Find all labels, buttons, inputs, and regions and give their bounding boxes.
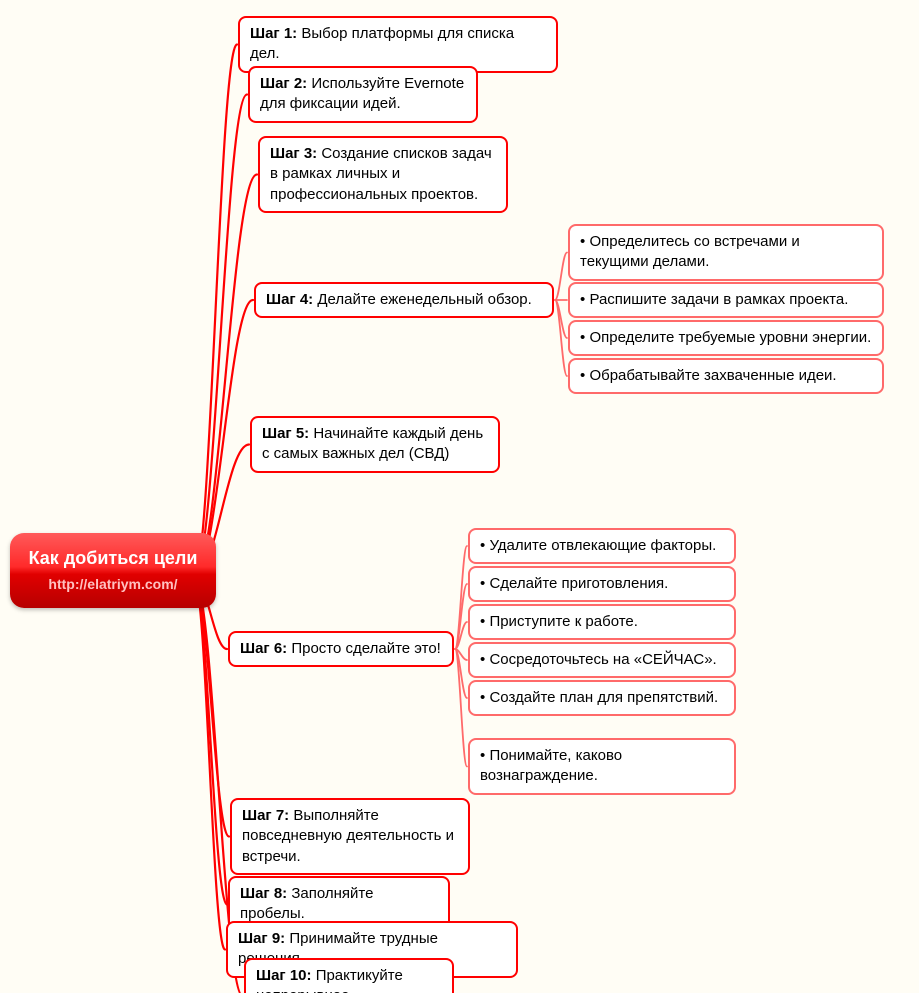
root-node: Как добиться цели http://elatriym.com/ [10,533,216,608]
step-node-10: Шаг 10: Практикуйте непрерывное совершен… [244,958,454,993]
step-label: Шаг 5: [262,425,309,442]
step-label: Шаг 3: [270,145,317,162]
step-node-3: Шаг 3: Создание списков задач в рамках л… [258,136,508,213]
step-label: Шаг 10: [256,967,312,984]
sub-node-6-1: • Сделайте приготовления. [468,566,736,602]
sub-bullet: • [580,367,585,384]
sub-text: Сосредоточьтесь на «СЕЙЧАС». [489,651,716,668]
step-node-7: Шаг 7: Выполняйте повседневную деятельно… [230,798,470,875]
step-label: Шаг 4: [266,291,313,308]
sub-text: Распишите задачи в рамках проекта. [589,291,848,308]
sub-bullet: • [580,329,585,346]
sub-node-4-2: • Определите требуемые уровни энергии. [568,320,884,356]
sub-bullet: • [480,575,485,592]
step-node-1: Шаг 1: Выбор платформы для списка дел. [238,16,558,73]
sub-text: Определитесь со встречами и текущими дел… [580,233,800,270]
step-label: Шаг 2: [260,75,307,92]
sub-bullet: • [480,613,485,630]
sub-bullet: • [580,233,585,250]
sub-text: Сделайте приготовления. [489,575,668,592]
step-label: Шаг 8: [240,885,287,902]
sub-bullet: • [580,291,585,308]
step-label: Шаг 9: [238,930,285,947]
step-label: Шаг 6: [240,640,287,657]
step-node-5: Шаг 5: Начинайте каждый день с самых важ… [250,416,500,473]
step-text: Делайте еженедельный обзор. [317,291,531,308]
sub-node-6-2: • Приступите к работе. [468,604,736,640]
sub-node-6-3: • Сосредоточьтесь на «СЕЙЧАС». [468,642,736,678]
sub-node-4-1: • Распишите задачи в рамках проекта. [568,282,884,318]
step-text: Просто сделайте это! [291,640,441,657]
root-title: Как добиться цели [22,547,204,570]
step-node-2: Шаг 2: Используйте Evernote для фиксации… [248,66,478,123]
sub-text: Приступите к работе. [489,613,637,630]
sub-text: Понимайте, каково вознаграждение. [480,747,622,784]
sub-node-6-4: • Создайте план для препятствий. [468,680,736,716]
sub-text: Удалите отвлекающие факторы. [489,537,716,554]
sub-bullet: • [480,651,485,668]
sub-bullet: • [480,689,485,706]
sub-node-6-5: • Понимайте, каково вознаграждение. [468,738,736,795]
sub-text: Создайте план для препятствий. [489,689,718,706]
sub-text: Обрабатывайте захваченные идеи. [589,367,836,384]
step-node-4: Шаг 4: Делайте еженедельный обзор. [254,282,554,318]
sub-bullet: • [480,537,485,554]
step-label: Шаг 1: [250,25,297,42]
step-label: Шаг 7: [242,807,289,824]
sub-node-6-0: • Удалите отвлекающие факторы. [468,528,736,564]
sub-node-4-0: • Определитесь со встречами и текущими д… [568,224,884,281]
root-url: http://elatriym.com/ [22,576,204,592]
sub-text: Определите требуемые уровни энергии. [589,329,871,346]
sub-node-4-3: • Обрабатывайте захваченные идеи. [568,358,884,394]
step-node-6: Шаг 6: Просто сделайте это! [228,631,454,667]
mindmap-canvas: Как добиться цели http://elatriym.com/ Ш… [0,0,919,993]
sub-bullet: • [480,747,485,764]
